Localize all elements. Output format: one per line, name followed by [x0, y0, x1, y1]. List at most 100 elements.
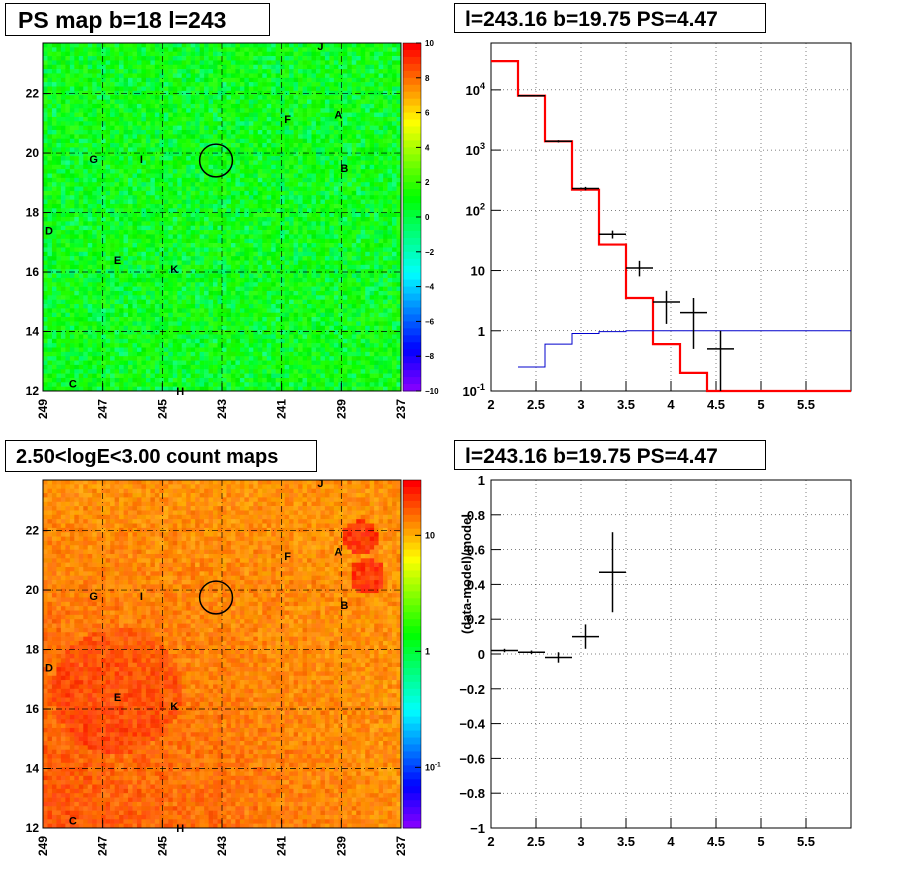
ps-cell [186, 269, 191, 274]
ps-cell [213, 43, 218, 48]
ps-cell [105, 47, 111, 52]
ps-cell [199, 234, 205, 240]
ps-cell [101, 90, 106, 96]
ps-cell [289, 382, 294, 387]
ps-cell [141, 343, 147, 348]
ps-cell [302, 321, 308, 327]
ps-cell [56, 325, 62, 331]
ps-cell [226, 356, 232, 361]
ps-cell [235, 360, 241, 366]
ps-cell [105, 243, 111, 248]
ps-cell [204, 147, 209, 153]
ps-cell [172, 225, 178, 231]
ps-cell [78, 369, 84, 374]
ps-cell [226, 217, 232, 222]
ps-cell [114, 282, 120, 287]
ps-cell [280, 116, 285, 122]
ps-cell [244, 343, 250, 348]
ps-cell [315, 73, 321, 79]
ps-cell [60, 330, 66, 335]
ps-cell [293, 86, 299, 92]
ps-cell [128, 116, 133, 122]
ps-cell [186, 186, 191, 192]
ps-cell [217, 73, 223, 79]
ps-cell [56, 304, 62, 309]
ps-cell [235, 260, 241, 266]
ps-cell [320, 190, 326, 196]
ps-cell [177, 221, 183, 226]
ps-cell [181, 121, 187, 126]
ps-cell [217, 225, 223, 231]
ps-cell [307, 116, 312, 122]
ps-cell [186, 247, 191, 253]
ps-cell [186, 64, 191, 70]
ps-cell [136, 90, 142, 96]
ps-cell [128, 103, 133, 109]
ps-cell [132, 330, 138, 335]
ps-cell [163, 173, 169, 179]
ps-cell [262, 43, 268, 48]
ps-cell [307, 234, 312, 240]
ps-cell [289, 251, 294, 257]
ps-cell [159, 116, 165, 122]
ps-cell [172, 103, 178, 109]
ps-cell [163, 151, 169, 157]
ps-cell [226, 238, 232, 244]
ps-cell [123, 134, 129, 139]
ps-cell [311, 173, 317, 179]
ps-cell [289, 312, 294, 318]
ps-cell [141, 251, 147, 257]
ps-cell [204, 386, 209, 392]
ps-cell [239, 299, 245, 305]
ps-cell [181, 90, 187, 96]
ps-cell [302, 334, 308, 340]
ps-cell [163, 69, 169, 74]
ps-cell [172, 330, 178, 335]
ps-cell [172, 260, 178, 266]
ps-cell [163, 360, 169, 366]
ps-cell [311, 221, 317, 226]
ps-cell [253, 60, 259, 66]
ps-cell [275, 90, 281, 96]
ps-cell [128, 134, 133, 139]
ps-cell [186, 234, 191, 240]
ps-cell [253, 238, 259, 244]
ps-cell [271, 43, 276, 48]
ps-cell [136, 82, 142, 87]
ps-cell [172, 156, 178, 161]
ps-cell [222, 195, 227, 200]
ps-cell [199, 225, 205, 231]
ps-cell [239, 73, 245, 79]
ps-cell [177, 116, 183, 122]
ps-cell [235, 256, 241, 261]
ps-cell [315, 290, 321, 296]
ps-cell [123, 95, 129, 100]
ps-cell [257, 208, 263, 213]
ps-cell [253, 217, 259, 222]
ps-cell [51, 260, 57, 266]
ps-cell [195, 369, 200, 374]
ps-cell [154, 217, 160, 222]
ps-cell [60, 304, 66, 309]
ps-cell [43, 343, 48, 348]
ps-cell [74, 212, 80, 218]
ps-cell [110, 217, 115, 222]
ps-cell [239, 260, 245, 266]
ps-cell [150, 203, 156, 209]
ps-cell [298, 356, 303, 361]
ps-cell [163, 190, 169, 196]
ps-cell [289, 69, 294, 74]
ps-cell [150, 225, 156, 231]
ps-cell [289, 360, 294, 366]
ps-cell [257, 295, 263, 300]
ps-cell [119, 269, 124, 274]
ps-cell [168, 77, 174, 83]
ps-cell [235, 195, 241, 200]
ps-cell [320, 195, 326, 200]
ps-cell [204, 56, 209, 61]
ps-cell [186, 69, 191, 74]
ps-cell [253, 247, 259, 253]
ps-cell [208, 290, 214, 296]
ps-cell [311, 338, 317, 344]
ps-cell [154, 343, 160, 348]
